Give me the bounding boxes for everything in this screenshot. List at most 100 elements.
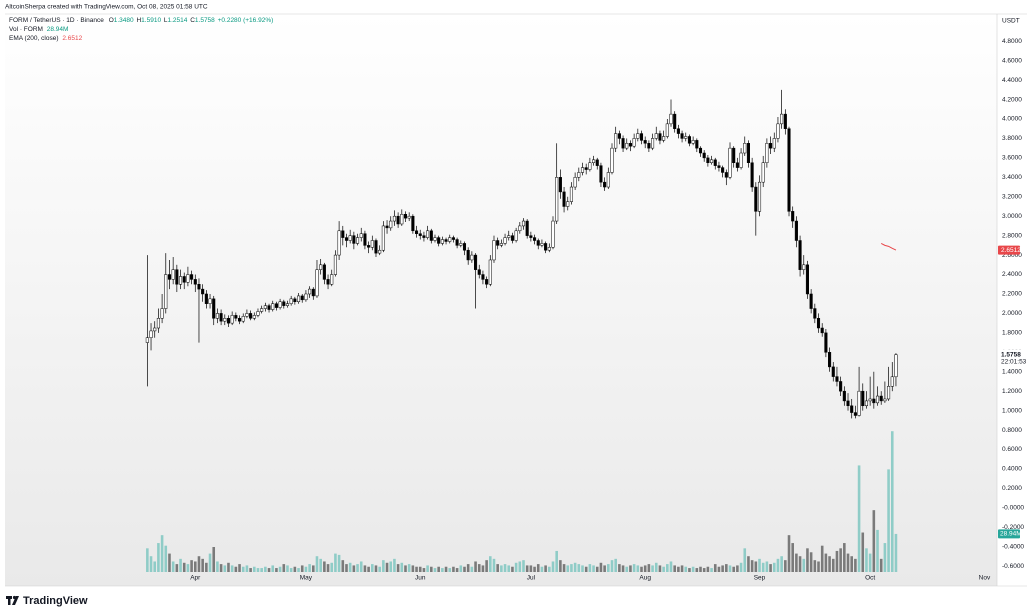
candle-body	[573, 177, 577, 188]
candle-body	[809, 293, 813, 309]
volume-bar	[153, 561, 157, 572]
candle-body	[750, 162, 754, 188]
candle-body	[348, 235, 352, 241]
volume-value: 28.94M	[47, 26, 69, 33]
volume-bar	[201, 558, 204, 572]
y-tick-label: 0.4000	[1002, 466, 1022, 473]
candle-body	[455, 239, 459, 246]
candle-body	[485, 279, 489, 285]
candle-body	[533, 237, 537, 241]
volume-bar	[293, 566, 297, 572]
volume-bar	[275, 568, 278, 572]
candle-body	[440, 239, 444, 244]
candle-body	[330, 274, 334, 285]
candle-body	[588, 162, 592, 170]
volume-bar	[769, 564, 772, 572]
volume-bar	[190, 560, 193, 572]
x-tick-label: Sep	[754, 575, 766, 582]
volume-bar	[691, 566, 695, 572]
volume-bar	[164, 545, 168, 572]
volume-bar	[846, 553, 850, 572]
candle-body	[182, 276, 186, 283]
y-tick-label: -0.4000	[1002, 543, 1024, 550]
y-tick-label: 1.4000	[1002, 368, 1022, 375]
candle-body	[470, 254, 474, 261]
y-tick-label: 2.2000	[1002, 291, 1022, 298]
volume-bar	[607, 564, 610, 572]
volume-bar	[658, 565, 662, 572]
volume-bar	[857, 465, 861, 572]
candle-body	[429, 230, 433, 241]
volume-bar	[511, 566, 514, 572]
volume-bar	[407, 564, 411, 572]
candle-body	[868, 398, 872, 402]
volume-bar	[854, 558, 857, 572]
volume-bar	[238, 564, 241, 572]
candle-body	[529, 235, 533, 238]
candle-body	[536, 240, 540, 246]
candle-body	[680, 133, 684, 139]
volume-bar	[647, 564, 651, 572]
x-tick-label: Jul	[527, 575, 536, 582]
volume-bar	[448, 568, 452, 572]
volume-bar	[389, 561, 393, 572]
candle-body	[776, 123, 780, 139]
candle-body	[684, 136, 688, 139]
y-tick-label: 0.2000	[1002, 485, 1022, 492]
volume-bar	[330, 562, 334, 572]
volume-bar	[286, 565, 289, 572]
candle-body	[510, 235, 514, 241]
volume-bar	[702, 568, 706, 572]
candle-body	[422, 235, 426, 238]
candle-body	[706, 157, 710, 163]
candle-body	[488, 259, 492, 285]
candle-body	[400, 214, 404, 225]
candle-body	[883, 398, 887, 402]
candle-body	[326, 279, 330, 285]
volume-bar	[872, 510, 876, 572]
volume-bar	[629, 565, 632, 572]
candle-body	[894, 354, 898, 378]
volume-bar	[297, 568, 300, 572]
volume-bar	[654, 562, 658, 572]
candle-body	[798, 240, 802, 270]
candle-body	[691, 140, 695, 144]
candle-body	[606, 172, 610, 188]
candle-body	[743, 143, 747, 154]
volume-bar	[791, 543, 794, 572]
candle-body	[772, 138, 776, 149]
legend-volume: Vol · FORM 28.94M	[9, 26, 68, 33]
candle-body	[396, 215, 400, 225]
candle-body	[230, 315, 234, 324]
volume-bar	[234, 566, 238, 572]
candle-body	[363, 233, 367, 246]
candle-body	[717, 165, 721, 168]
candle-body	[319, 264, 323, 270]
y-tick-label: 4.0000	[1002, 116, 1022, 123]
candle-body	[857, 390, 861, 416]
candle-body	[544, 243, 548, 251]
y-tick-label: 4.2000	[1002, 96, 1022, 103]
candle-body	[459, 243, 463, 246]
volume-bar	[186, 564, 190, 572]
candle-body	[322, 264, 326, 280]
candle-body	[370, 240, 374, 248]
candle-body	[780, 113, 784, 125]
candle-body	[282, 301, 286, 306]
y-tick-label: 2.4000	[1002, 271, 1022, 278]
candle-body	[816, 318, 821, 329]
candle-body	[562, 191, 566, 207]
volume-bar	[308, 564, 311, 572]
volume-bar	[500, 565, 503, 572]
candle-body	[872, 398, 876, 404]
candles	[145, 89, 898, 419]
volume-bar	[868, 553, 872, 572]
volume-bar	[496, 564, 499, 572]
volume-bar	[610, 560, 614, 572]
candle-body	[481, 274, 485, 280]
candle-body	[215, 313, 219, 319]
volume-bar	[382, 560, 385, 572]
candle-body	[698, 147, 703, 154]
volume-bar	[802, 558, 806, 572]
